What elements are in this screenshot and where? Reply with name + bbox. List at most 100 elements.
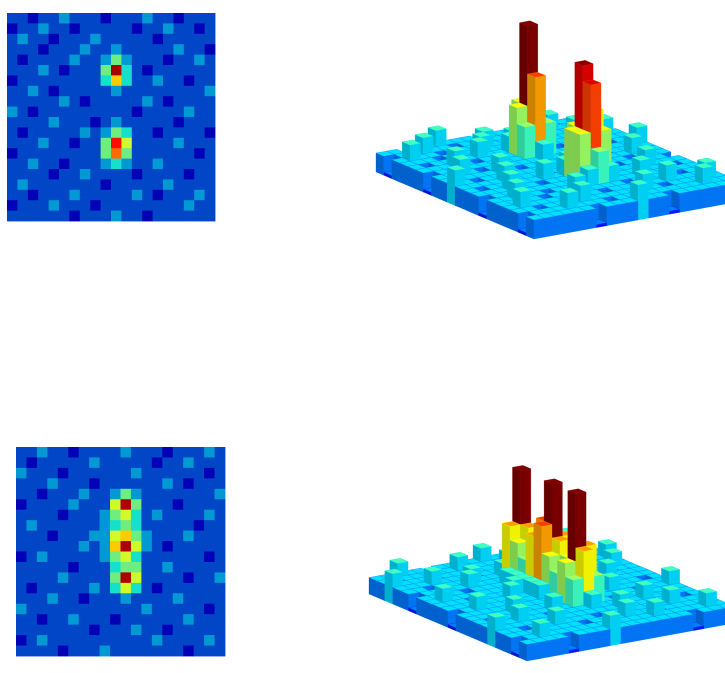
bar-side [486,199,495,223]
heatmap-cell [111,158,122,170]
heatmap-cell [99,478,111,490]
heatmap-cell [47,561,59,573]
heatmap-cell [151,499,163,511]
heatmap-cell [90,117,101,128]
heatmap-cell [121,137,133,149]
heatmap-cell [59,200,70,211]
heatmap-cell [193,478,205,490]
heatmap-cell [204,582,215,594]
heatmap-cell [78,645,90,657]
heatmap-cell [152,179,164,191]
heatmap-cell [90,169,101,180]
bar-side [487,614,496,648]
bar3d-plot [368,465,725,662]
bar-front [703,610,715,629]
heatmap-cell [48,54,60,66]
heatmap-cell [183,13,195,24]
heatmap-cell [59,33,70,45]
heatmap-cell [193,572,205,584]
heatmap-cell [163,127,174,139]
heatmap-cell [152,96,164,107]
heatmap-cell [183,561,195,573]
heatmap-cell [78,593,90,605]
heatmap-cell [69,158,81,170]
bar-top [469,136,489,143]
heatmap-cell [163,148,174,159]
heatmap-cell [79,33,91,45]
heatmap-cell [57,645,69,657]
heatmap-cell [27,96,39,107]
heatmap-cell [79,75,91,87]
bar-side [446,166,456,206]
heatmap-cell [152,106,164,118]
heatmap-cell [183,106,195,118]
heatmap-cell [163,169,174,180]
heatmap-cell [172,582,184,594]
heatmap-cell [163,75,174,87]
heatmap-cell [111,13,122,24]
heatmap-cell [99,467,111,479]
heatmap-cell [90,210,101,222]
heatmap-cell [194,75,205,87]
heatmap-cell [38,33,49,45]
heatmap-cell [100,210,112,222]
heatmap-cell [111,189,122,201]
bar-front [533,217,545,240]
heatmap-cell [131,54,143,66]
heatmap-cell [193,624,205,636]
heatmap-cell [16,572,27,584]
heatmap-cell [204,13,216,24]
heatmap-cell [26,614,38,626]
heatmap-cell [110,645,121,657]
heatmap-cell [111,23,122,35]
heatmap-cell [162,582,174,594]
heatmap-cell [90,137,101,149]
heatmap-cell [16,509,27,521]
heatmap-cell [142,127,153,139]
heatmap-cell [141,541,153,552]
heatmap-cell [17,189,29,201]
heatmap-cell [36,541,48,552]
heatmap-cell [183,541,195,552]
heatmap-cell [183,75,195,87]
bar-side [415,169,424,193]
heatmap-cell [59,210,70,222]
heatmap-cell [172,645,184,657]
heatmap-cell [48,106,60,118]
bar-front [689,189,701,211]
heatmap-cell [78,478,90,490]
heatmap-cell [17,137,29,149]
heatmap-cell [152,137,164,149]
heatmap-cell [16,635,27,646]
heatmap-cell [7,54,18,66]
heatmap-cell [78,467,90,479]
heatmap-cell [36,635,48,646]
bar-front [547,638,559,658]
heatmap-cell [183,488,195,500]
heatmap-cell [183,158,195,170]
heatmap-cell [141,478,153,490]
heatmap-cell [89,447,100,458]
heatmap-cell [183,44,195,55]
heatmap-cell [141,561,153,573]
heatmap-cell [151,572,163,584]
heatmap-cell [27,148,39,159]
heatmap-cell [173,127,185,139]
heatmap-cell [120,582,132,594]
heatmap-cell [194,210,205,222]
heatmap-cell [194,85,205,97]
heatmap-cell [162,520,174,531]
heatmap-cell [79,117,91,128]
heatmap-cell [111,54,122,66]
heatmap-cell [162,572,174,584]
bar-top [518,20,539,27]
bar-front [617,202,628,224]
heatmap-cell [59,117,70,128]
heatmap-cell [26,541,38,552]
bar-front [630,623,642,643]
heatmap-cell [27,169,39,180]
heatmap-cell [17,96,29,107]
heatmap-cell [68,499,80,511]
heatmap-cell [120,561,132,573]
heatmap-cell [121,96,133,107]
